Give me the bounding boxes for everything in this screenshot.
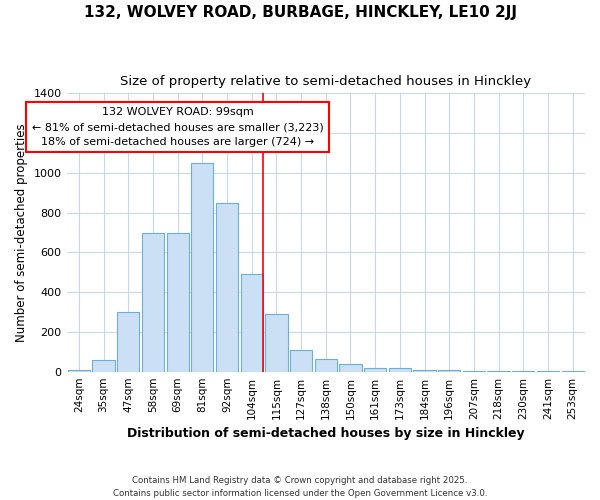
Bar [142, 232, 164, 372]
Bar [438, 370, 460, 372]
Bar [340, 364, 362, 372]
Bar [216, 202, 238, 372]
Bar [389, 368, 411, 372]
Bar [364, 368, 386, 372]
Bar [92, 360, 115, 372]
Bar [290, 350, 312, 372]
Bar [167, 232, 189, 372]
Y-axis label: Number of semi-detached properties: Number of semi-detached properties [15, 123, 28, 342]
Bar [314, 359, 337, 372]
Bar [68, 370, 90, 372]
Bar [487, 370, 510, 372]
Bar [117, 312, 139, 372]
Text: Contains HM Land Registry data © Crown copyright and database right 2025.
Contai: Contains HM Land Registry data © Crown c… [113, 476, 487, 498]
Bar [413, 370, 436, 372]
Bar [241, 274, 263, 372]
Bar [537, 371, 559, 372]
Bar [265, 314, 287, 372]
Bar [562, 371, 584, 372]
Text: 132, WOLVEY ROAD, BURBAGE, HINCKLEY, LE10 2JJ: 132, WOLVEY ROAD, BURBAGE, HINCKLEY, LE1… [83, 5, 517, 20]
X-axis label: Distribution of semi-detached houses by size in Hinckley: Distribution of semi-detached houses by … [127, 427, 524, 440]
Text: 132 WOLVEY ROAD: 99sqm
← 81% of semi-detached houses are smaller (3,223)
18% of : 132 WOLVEY ROAD: 99sqm ← 81% of semi-det… [32, 108, 323, 147]
Bar [191, 163, 214, 372]
Bar [463, 370, 485, 372]
Bar [512, 370, 535, 372]
Title: Size of property relative to semi-detached houses in Hinckley: Size of property relative to semi-detach… [120, 75, 532, 88]
